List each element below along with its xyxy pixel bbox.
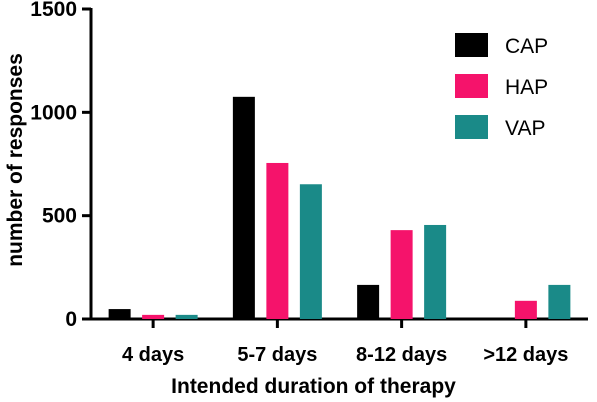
bar-cap (108, 309, 131, 319)
y-tick-label: 500 (42, 205, 77, 228)
x-tick-label: 4 days (122, 344, 184, 366)
bar-hap (514, 300, 537, 319)
y-tick-label: 1500 (30, 0, 77, 21)
legend: CAP HAP VAP (455, 33, 548, 140)
y-tick-label: 0 (65, 308, 77, 331)
bar-vap (299, 184, 322, 319)
x-tick-label: 5-7 days (237, 344, 317, 366)
legend-label-vap: VAP (505, 117, 545, 140)
bars (108, 96, 571, 319)
bar-cap (357, 284, 380, 319)
bar-cap (232, 96, 255, 319)
bar-vap (175, 314, 198, 319)
legend-label-cap: CAP (505, 35, 548, 58)
y-ticks: 0 500 1000 1500 (30, 0, 91, 331)
x-axis-title: Intended duration of therapy (171, 375, 456, 398)
bar-hap (266, 162, 289, 319)
x-tick-label: >12 days (483, 344, 568, 366)
bar-hap (142, 314, 165, 319)
legend-swatch-vap (455, 115, 488, 139)
x-tick-label: 8-12 days (356, 344, 447, 366)
category-labels: 4 days 5-7 days 8-12 days >12 days (122, 319, 568, 366)
bar-vap (424, 224, 447, 319)
y-tick-label: 1000 (30, 101, 77, 124)
bar-vap (548, 284, 571, 319)
legend-swatch-hap (455, 74, 488, 98)
legend-label-hap: HAP (505, 76, 548, 99)
axes (89, 8, 588, 321)
legend-swatch-cap (455, 33, 488, 57)
y-axis-title: number of responses (4, 53, 27, 267)
bar-hap (390, 230, 413, 319)
